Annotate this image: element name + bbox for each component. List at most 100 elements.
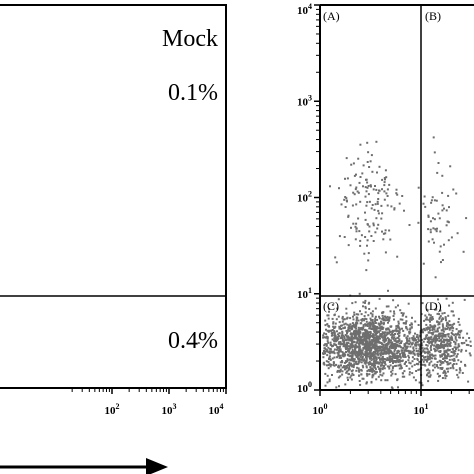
event-dot — [327, 330, 330, 333]
event-dot — [364, 307, 367, 310]
event-dot — [333, 334, 336, 337]
event-dot — [424, 318, 427, 321]
event-dot — [385, 319, 387, 322]
event-dot — [448, 328, 451, 331]
event-dot — [383, 332, 385, 335]
event-dot — [333, 339, 335, 342]
left-x-axis: 102 103 104 — [71, 388, 227, 417]
event-dot — [405, 346, 408, 349]
event-dot — [433, 199, 436, 202]
event-dot — [353, 330, 356, 333]
event-dot — [345, 360, 348, 363]
event-dot — [367, 346, 370, 349]
event-dot — [347, 379, 349, 381]
event-dot — [383, 318, 386, 321]
event-dot — [376, 171, 378, 174]
event-dot — [404, 344, 407, 347]
event-dot — [445, 297, 448, 300]
event-dot — [435, 230, 438, 233]
event-dot — [400, 367, 402, 370]
event-dot — [353, 358, 356, 361]
event-dot — [443, 243, 445, 246]
event-dot — [382, 343, 385, 346]
event-dot — [354, 344, 357, 347]
event-dot — [427, 337, 430, 340]
event-dot — [368, 308, 371, 310]
event-dot — [386, 188, 389, 191]
event-dot — [345, 367, 347, 370]
event-dot — [417, 368, 420, 371]
event-dot — [381, 333, 384, 336]
event-dot — [399, 353, 401, 356]
event-dot — [443, 350, 446, 353]
event-dot — [441, 318, 443, 321]
event-dot — [438, 326, 441, 329]
event-dot — [441, 174, 444, 177]
event-dot — [383, 340, 386, 342]
event-dot — [339, 375, 342, 378]
event-dot — [378, 189, 381, 192]
event-dot — [387, 352, 390, 355]
event-dot — [428, 369, 431, 372]
event-dot — [424, 205, 427, 208]
event-dot — [350, 337, 353, 340]
event-dot — [446, 327, 449, 330]
event-dot — [443, 354, 446, 356]
event-dot — [394, 373, 397, 376]
event-dot — [345, 157, 348, 160]
event-dot — [438, 359, 441, 362]
event-dot — [378, 297, 381, 300]
event-dot — [437, 379, 440, 382]
event-dot — [366, 334, 369, 337]
event-dot — [454, 333, 457, 336]
event-dot — [371, 170, 374, 173]
event-dot — [364, 339, 367, 342]
event-dot — [372, 354, 375, 357]
event-dot — [431, 327, 434, 329]
event-dot — [352, 318, 355, 321]
event-dot — [456, 353, 459, 356]
event-dot — [355, 222, 358, 225]
event-dot — [426, 355, 429, 358]
event-dot — [382, 372, 385, 375]
event-dot — [373, 353, 376, 356]
event-dot — [458, 371, 461, 374]
event-dot — [373, 342, 376, 345]
event-dot — [445, 209, 448, 212]
event-dot — [445, 338, 448, 341]
event-dot — [394, 339, 397, 342]
event-dot — [357, 339, 360, 342]
event-dot — [465, 349, 468, 352]
event-dot — [423, 356, 425, 359]
event-dot — [365, 340, 367, 343]
event-dot — [342, 327, 345, 330]
event-dot — [450, 351, 453, 353]
event-dot — [351, 350, 353, 353]
event-dot — [396, 193, 399, 196]
event-dot — [447, 343, 450, 346]
event-dot — [393, 312, 396, 315]
event-dot — [333, 314, 336, 317]
event-dot — [331, 332, 334, 334]
event-dot — [385, 351, 388, 354]
event-dot — [427, 215, 430, 218]
event-dot — [397, 304, 399, 307]
event-dot — [371, 364, 373, 367]
event-dot — [325, 328, 327, 331]
event-dot — [439, 332, 442, 335]
event-dot — [441, 346, 444, 349]
event-dot — [376, 350, 379, 353]
event-dot — [355, 230, 358, 233]
right-panel: (A) (B) (C) (D) 100 101 102 103 104 100 101 — [297, 2, 474, 417]
event-dot — [365, 323, 368, 326]
event-dot — [458, 345, 461, 348]
event-dot — [359, 348, 362, 351]
event-dot — [352, 364, 355, 367]
event-dot — [380, 204, 383, 207]
event-dot — [422, 262, 425, 265]
event-dot — [391, 344, 394, 347]
event-dot — [352, 359, 355, 362]
event-dot — [384, 315, 387, 318]
event-dot — [373, 350, 376, 353]
event-dot — [434, 276, 437, 279]
